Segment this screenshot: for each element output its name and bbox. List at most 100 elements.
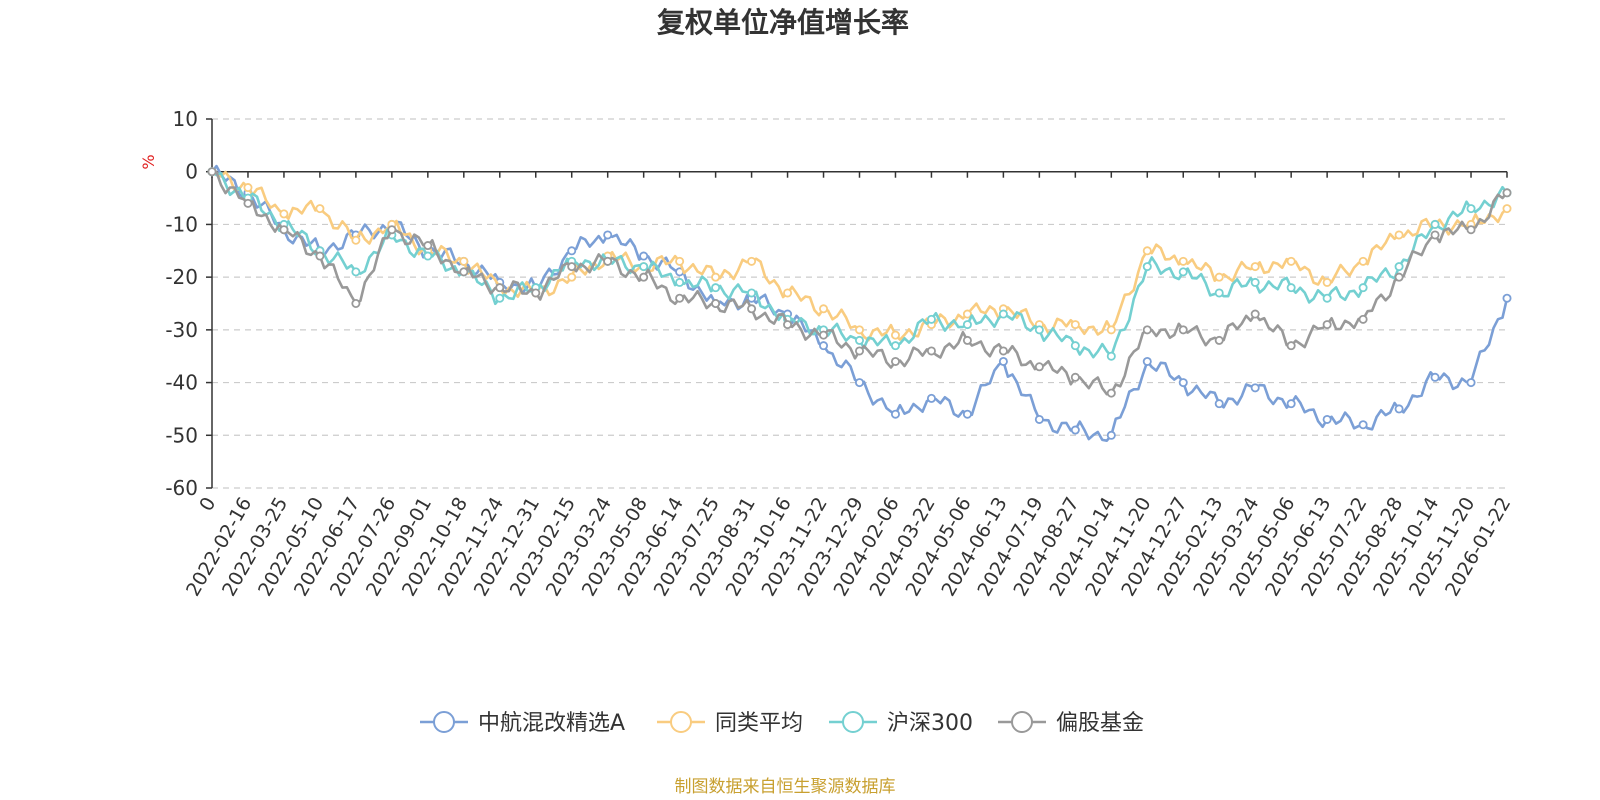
- data-point: [351, 267, 361, 277]
- data-point: [783, 320, 793, 330]
- data-point: [962, 320, 972, 330]
- data-point: [747, 304, 757, 314]
- data-point: [1250, 277, 1260, 287]
- y-tick-label: 0: [185, 160, 198, 184]
- data-point: [315, 204, 325, 214]
- x-tick-label: 0: [195, 494, 220, 515]
- data-point: [1106, 351, 1116, 361]
- data-point: [1322, 320, 1332, 330]
- data-point: [351, 298, 361, 308]
- data-point: [1286, 283, 1296, 293]
- data-point: [207, 167, 217, 177]
- data-point: [1070, 372, 1080, 382]
- data-point: [1034, 414, 1044, 424]
- data-point: [1358, 256, 1368, 266]
- data-point: [1106, 325, 1116, 335]
- data-point: [351, 235, 361, 245]
- data-point: [1034, 325, 1044, 335]
- data-point: [1466, 378, 1476, 388]
- data-point: [1214, 272, 1224, 282]
- data-point: [747, 288, 757, 298]
- data-point: [747, 256, 757, 266]
- data-point: [567, 272, 577, 282]
- series-3: [207, 167, 1512, 398]
- data-point: [1394, 404, 1404, 414]
- legend-item-0[interactable]: 中航混改精选A: [420, 711, 625, 736]
- data-point: [926, 346, 936, 356]
- chart-title: 复权单位净值增长率: [657, 6, 909, 39]
- data-point: [1394, 230, 1404, 240]
- legend-item-2[interactable]: 沪深300: [829, 711, 973, 736]
- data-point: [1322, 414, 1332, 424]
- data-point: [675, 256, 685, 266]
- data-point: [998, 356, 1008, 366]
- legend-circle-icon: [433, 711, 455, 733]
- data-point: [1322, 277, 1332, 287]
- data-point: [1430, 372, 1440, 382]
- data-point: [315, 251, 325, 261]
- y-tick-labels: 10 0 -10 -20 -30 -40 -50 -60: [165, 107, 198, 500]
- data-point: [1358, 283, 1368, 293]
- y-axis-unit: %: [139, 154, 158, 169]
- data-point: [423, 241, 433, 251]
- legend-label: 沪深300: [887, 711, 973, 736]
- data-point: [1178, 378, 1188, 388]
- data-point: [1106, 430, 1116, 440]
- data-point: [711, 298, 721, 308]
- data-point: [1178, 256, 1188, 266]
- y-tick-label: -10: [165, 212, 198, 236]
- data-point: [783, 288, 793, 298]
- legend[interactable]: 中航混改精选A 同类平均 沪深300 偏股基金: [420, 711, 1144, 736]
- data-point: [243, 198, 253, 208]
- data-point: [819, 304, 829, 314]
- legend-label: 偏股基金: [1056, 711, 1144, 736]
- data-point: [495, 283, 505, 293]
- legend-circle-icon: [842, 711, 864, 733]
- data-point: [890, 341, 900, 351]
- data-point: [1394, 272, 1404, 282]
- data-point: [855, 346, 865, 356]
- data-point: [459, 256, 469, 266]
- data-point: [1358, 314, 1368, 324]
- y-tick-label: -30: [165, 318, 198, 342]
- data-point: [1502, 204, 1512, 214]
- data-point: [1250, 383, 1260, 393]
- data-point: [1070, 320, 1080, 330]
- data-point: [567, 246, 577, 256]
- axes: [206, 118, 1508, 489]
- series-line: [210, 164, 1509, 442]
- data-point: [855, 335, 865, 345]
- data-point: [1250, 309, 1260, 319]
- data-point: [890, 330, 900, 340]
- data-point: [711, 272, 721, 282]
- data-point: [1502, 293, 1512, 303]
- data-point: [675, 293, 685, 303]
- data-point: [855, 378, 865, 388]
- data-point: [962, 309, 972, 319]
- data-point: [1142, 325, 1152, 335]
- data-point: [711, 283, 721, 293]
- data-point: [639, 272, 649, 282]
- y-tick-label: -20: [165, 265, 198, 289]
- data-point: [1502, 188, 1512, 198]
- legend-circle-icon: [1011, 711, 1033, 733]
- data-point: [279, 225, 289, 235]
- y-tick-label: -60: [165, 476, 198, 500]
- data-point: [1142, 262, 1152, 272]
- y-tick-label: -50: [165, 423, 198, 447]
- legend-label: 中航混改精选A: [478, 711, 625, 736]
- data-point: [1430, 219, 1440, 229]
- source-note: 制图数据来自恒生聚源数据库: [675, 777, 896, 797]
- data-point: [1250, 262, 1260, 272]
- data-point: [243, 183, 253, 193]
- data-point: [998, 309, 1008, 319]
- data-point: [495, 293, 505, 303]
- data-point: [1286, 341, 1296, 351]
- legend-item-3[interactable]: 偏股基金: [998, 711, 1144, 736]
- data-point: [459, 267, 469, 277]
- data-point: [962, 335, 972, 345]
- data-point: [639, 262, 649, 272]
- legend-item-1[interactable]: 同类平均: [657, 711, 803, 736]
- data-point: [890, 356, 900, 366]
- data-point: [1070, 425, 1080, 435]
